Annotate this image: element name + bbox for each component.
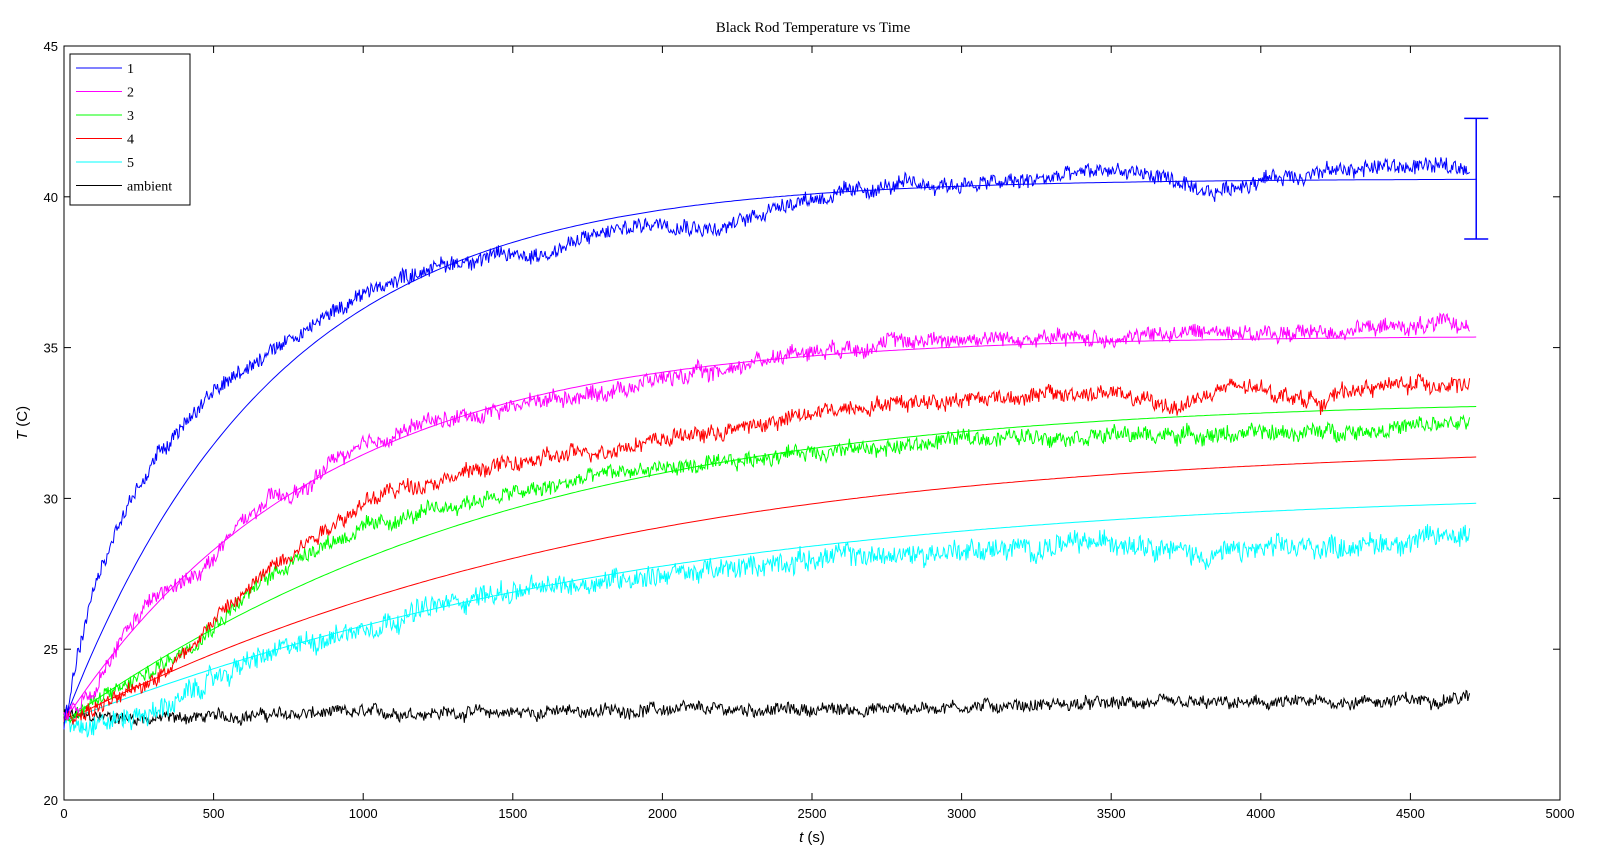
- series-line-2: [63, 312, 1471, 721]
- fit-curves: [63, 178, 1477, 723]
- chart-title: Black Rod Temperature vs Time: [716, 20, 911, 36]
- legend-label-3: 3: [127, 109, 134, 124]
- x-tick-label: 3000: [947, 806, 976, 821]
- axis-ticks: 0 500 1000 1500 2000 2500 3000 3500 4000 4500 5000…: [44, 39, 1575, 821]
- legend-label-4: 4: [127, 133, 134, 148]
- x-tick-label: 5000: [1546, 806, 1575, 821]
- series-line-3: [63, 414, 1471, 724]
- y-axis-label: T (C): [14, 406, 31, 440]
- x-tick-label: 1500: [498, 806, 527, 821]
- fit-curve-1: [63, 178, 1477, 722]
- y-tick-label: 45: [44, 39, 58, 54]
- series-line-1: [63, 157, 1470, 730]
- x-tick-label: 2500: [798, 806, 827, 821]
- series-line-ambient: [63, 689, 1471, 727]
- legend-label-1: 1: [127, 62, 134, 77]
- legend: 1 2 3 4 5 ambient: [69, 53, 191, 206]
- legend-label-5: 5: [127, 156, 134, 171]
- fit-curve-2: [63, 336, 1477, 722]
- x-tick-label: 4000: [1246, 806, 1275, 821]
- legend-label-ambient: ambient: [127, 180, 172, 195]
- series-line-4: [63, 373, 1471, 725]
- y-tick-label: 30: [44, 491, 58, 506]
- y-tick-label: 25: [44, 642, 58, 657]
- y-tick-label: 20: [44, 793, 58, 808]
- fit-curve-4: [63, 456, 1477, 723]
- series-line-5: [63, 524, 1471, 738]
- x-tick-label: 2000: [648, 806, 677, 821]
- x-tick-label: 0: [60, 806, 67, 821]
- fit-curve-3: [63, 406, 1477, 723]
- legend-box: [69, 53, 191, 206]
- x-tick-label: 4500: [1396, 806, 1425, 821]
- x-axis-label: t (s): [799, 829, 825, 846]
- measured-lines: [63, 157, 1471, 738]
- x-tick-label: 1000: [349, 806, 378, 821]
- error-bar: [1464, 117, 1489, 240]
- x-tick-label: 3500: [1097, 806, 1126, 821]
- y-tick-label: 40: [44, 190, 58, 205]
- legend-label-2: 2: [127, 86, 134, 101]
- x-tick-label: 500: [203, 806, 225, 821]
- y-tick-label: 35: [44, 341, 58, 356]
